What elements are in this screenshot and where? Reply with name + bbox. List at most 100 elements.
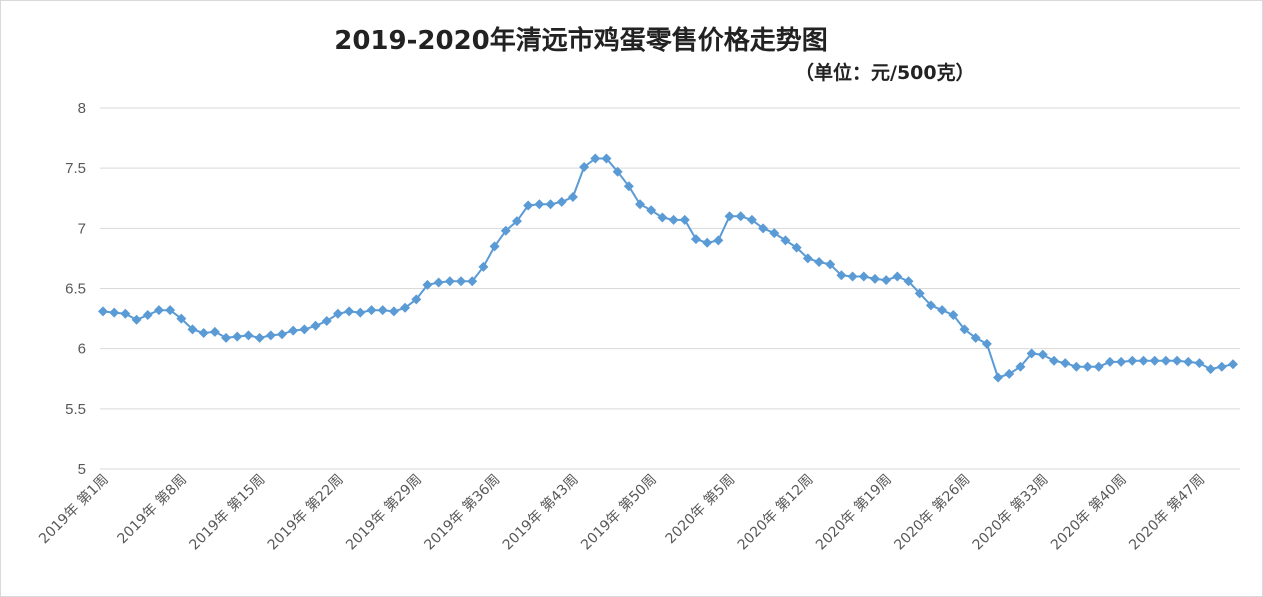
data-point <box>993 372 1004 383</box>
data-point <box>1138 355 1149 366</box>
data-point <box>1093 361 1104 372</box>
price-series <box>98 153 1238 383</box>
data-point <box>825 259 836 270</box>
x-tick-label: 2020年 第5周 <box>662 471 738 547</box>
y-axis-ticks: 5 5.5 6 6.5 7 7.5 8 <box>65 100 86 478</box>
data-point <box>769 228 780 239</box>
data-point <box>254 332 265 343</box>
data-point <box>668 214 679 225</box>
data-point <box>657 212 668 223</box>
data-point <box>646 205 657 216</box>
data-point <box>735 211 746 222</box>
data-point <box>1116 356 1127 367</box>
data-point <box>511 216 522 227</box>
data-point <box>277 329 288 340</box>
data-point <box>847 271 858 282</box>
data-point <box>590 153 601 164</box>
data-point <box>1015 361 1026 372</box>
data-point <box>355 307 366 318</box>
data-point <box>165 305 176 316</box>
data-point <box>467 276 478 287</box>
data-point <box>109 307 120 318</box>
x-tick-label: 2020年 第33周 <box>969 471 1052 554</box>
data-point <box>456 276 467 287</box>
data-point <box>903 276 914 287</box>
y-tick-label: 7.5 <box>65 160 86 177</box>
data-point <box>142 309 153 320</box>
data-point <box>400 302 411 313</box>
chart-title: 2019-2020年清远市鸡蛋零售价格走势图 <box>334 26 828 56</box>
data-point <box>802 253 813 264</box>
x-tick-label: 2020年 第26周 <box>891 471 974 554</box>
data-point <box>1082 361 1093 372</box>
data-point <box>1160 355 1171 366</box>
data-point <box>545 199 556 210</box>
data-point <box>131 314 142 325</box>
data-point <box>221 332 232 343</box>
data-point <box>635 199 646 210</box>
series-line <box>102 157 1234 379</box>
x-tick-label: 2019年 第36周 <box>421 471 504 554</box>
data-point <box>1026 348 1037 359</box>
data-point <box>612 166 623 177</box>
data-point <box>478 261 489 272</box>
data-point <box>959 324 970 335</box>
data-point <box>332 308 343 319</box>
data-point <box>310 320 321 331</box>
data-point <box>679 214 690 225</box>
data-point <box>534 199 545 210</box>
data-point <box>1183 356 1194 367</box>
x-tick-label: 2020年 第47周 <box>1126 471 1209 554</box>
data-point <box>153 305 164 316</box>
data-point <box>780 235 791 246</box>
data-point <box>858 271 869 282</box>
x-tick-label: 2020年 第12周 <box>734 471 817 554</box>
data-point <box>914 288 925 299</box>
chart-unit-subtitle: （单位：元/500克） <box>795 62 975 84</box>
data-point <box>1172 355 1183 366</box>
data-point <box>1205 364 1216 375</box>
x-tick-label: 2019年 第29周 <box>342 471 425 554</box>
data-point <box>1004 368 1015 379</box>
x-tick-label: 2019年 第1周 <box>35 471 111 547</box>
data-point <box>713 235 724 246</box>
data-point <box>981 338 992 349</box>
data-point <box>724 211 735 222</box>
data-point <box>814 257 825 268</box>
data-point <box>1048 355 1059 366</box>
data-point <box>1071 361 1082 372</box>
data-point <box>758 223 769 234</box>
data-point <box>299 324 310 335</box>
data-point <box>925 300 936 311</box>
x-tick-label: 2019年 第43周 <box>499 471 582 554</box>
data-point <box>198 328 209 339</box>
data-point <box>601 153 612 164</box>
data-point <box>970 332 981 343</box>
data-point <box>500 225 511 236</box>
data-point <box>579 161 590 172</box>
data-point <box>288 325 299 336</box>
data-point <box>623 181 634 192</box>
y-tick-label: 5.5 <box>65 401 86 418</box>
x-tick-label: 2019年 第22周 <box>264 471 347 554</box>
data-point <box>556 196 567 207</box>
data-point <box>1037 349 1048 360</box>
data-point <box>388 306 399 317</box>
data-point <box>567 192 578 203</box>
data-point <box>433 277 444 288</box>
data-point <box>1104 356 1115 367</box>
data-point <box>690 234 701 245</box>
data-point <box>881 275 892 286</box>
data-point <box>265 330 276 341</box>
data-point <box>948 309 959 320</box>
y-tick-label: 6.5 <box>65 281 86 298</box>
data-point <box>489 241 500 252</box>
data-point <box>187 324 198 335</box>
data-point <box>120 308 131 319</box>
data-point <box>746 214 757 225</box>
gridlines <box>100 107 1240 470</box>
data-point <box>836 270 847 281</box>
